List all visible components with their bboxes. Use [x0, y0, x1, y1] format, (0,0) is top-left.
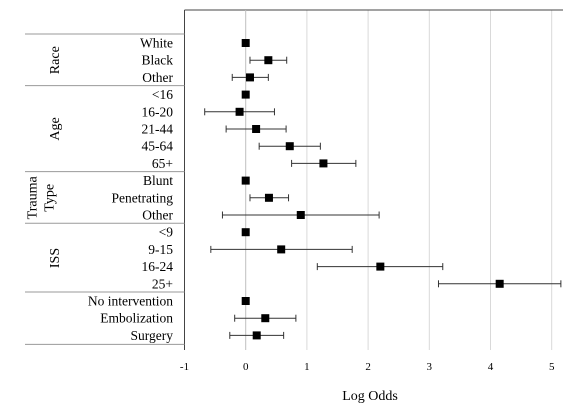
- row-label: Penetrating: [112, 190, 174, 205]
- x-tick-label: -1: [180, 361, 189, 373]
- point-estimate: [319, 159, 328, 168]
- point-estimate: [495, 279, 504, 288]
- point-estimate: [285, 142, 294, 151]
- row-label: 21-44: [142, 122, 174, 137]
- point-estimate: [277, 245, 286, 254]
- point-estimate: [252, 331, 261, 340]
- x-tick-label: 5: [549, 361, 555, 373]
- row-label: Black: [142, 53, 174, 68]
- point-estimate: [252, 125, 261, 133]
- point-estimate: [296, 211, 305, 219]
- row-label: Other: [142, 208, 173, 223]
- point-estimate: [235, 107, 244, 116]
- point-estimate: [241, 39, 250, 47]
- point-estimate: [245, 73, 254, 82]
- row-label: <16: [152, 87, 173, 102]
- row-label: Other: [142, 70, 173, 85]
- group-label: ISS: [48, 248, 63, 268]
- point-estimate: [264, 56, 273, 65]
- point-estimate: [241, 176, 250, 185]
- x-tick-labels: -1 0 1 2 3 4 5: [180, 361, 555, 373]
- row-label: Blunt: [143, 173, 173, 188]
- row-label: No intervention: [88, 294, 173, 309]
- row-label: 45-64: [142, 139, 174, 154]
- x-tick-label: 1: [304, 361, 310, 373]
- x-tick-label: 0: [243, 361, 249, 373]
- row-labels: White Black Other <16 16-20 21-44 45-64 65+ Blun…: [88, 36, 174, 343]
- group-label: Age: [48, 117, 63, 140]
- point-estimate: [376, 262, 385, 271]
- x-tick-label: 3: [427, 361, 433, 373]
- group-labels: Race Age Trauma Type ISS: [26, 46, 64, 268]
- row-label: Surgery: [131, 328, 174, 343]
- point-estimate: [261, 314, 270, 323]
- grid-lines: [306, 10, 553, 350]
- row-label: 16-20: [142, 104, 174, 119]
- x-axis-label: Log Odds: [342, 389, 398, 403]
- group-label: Race: [48, 46, 63, 74]
- group-label: Type: [43, 184, 58, 212]
- row-label: 25+: [152, 276, 173, 291]
- point-estimate: [264, 193, 273, 202]
- row-label: White: [140, 36, 173, 51]
- point-estimate: [241, 90, 250, 99]
- row-label: 65+: [152, 156, 173, 171]
- row-label: 16-24: [142, 259, 174, 274]
- plot-frame: [25, 9, 563, 350]
- group-label: Trauma: [26, 175, 41, 219]
- row-label: 9-15: [148, 242, 173, 257]
- point-estimate: [241, 297, 250, 305]
- data-marks: [204, 39, 562, 340]
- x-tick-label: 4: [488, 361, 494, 373]
- point-estimate: [241, 228, 250, 237]
- row-label: Embolization: [100, 311, 173, 326]
- x-tick-label: 2: [365, 361, 371, 373]
- row-label: <9: [159, 225, 174, 240]
